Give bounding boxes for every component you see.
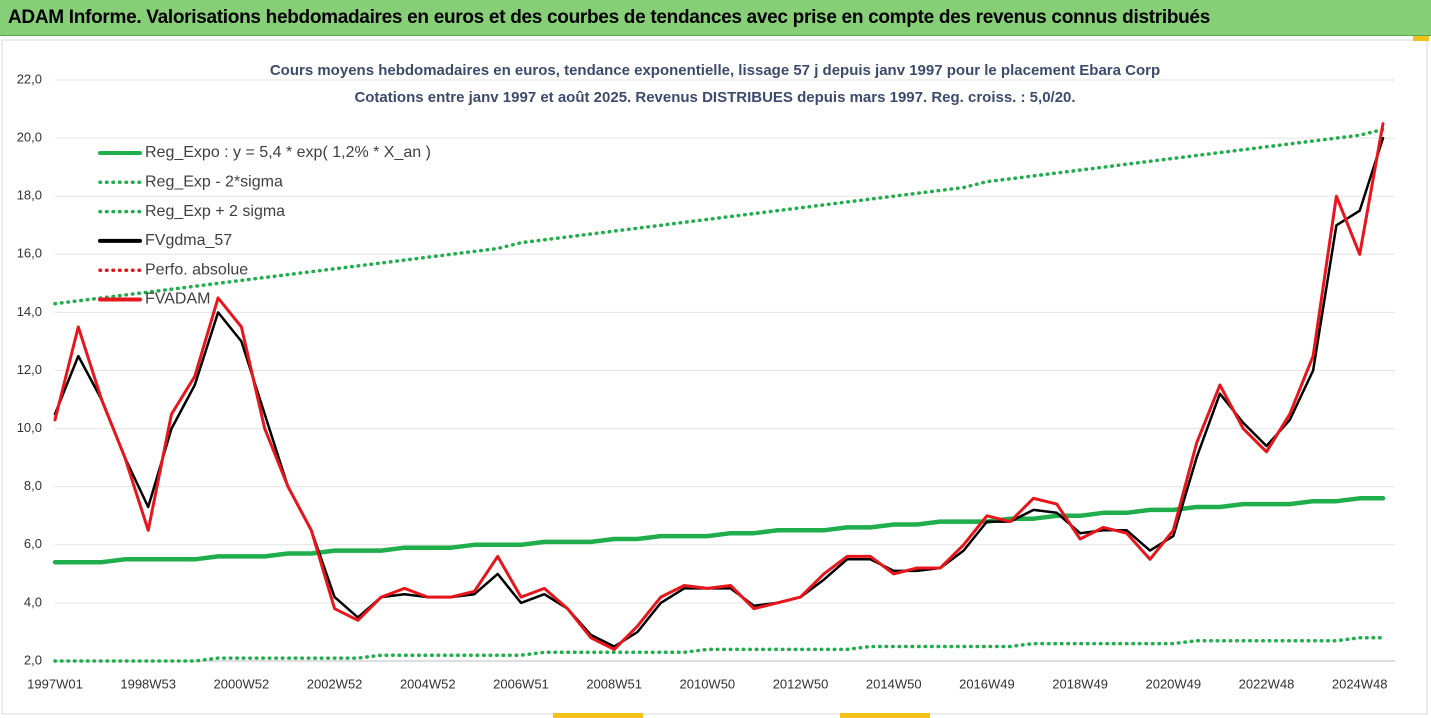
legend-label: FVgdma_57 [145, 232, 232, 249]
x-tick-label: 1998W53 [120, 676, 176, 691]
x-tick-label: 2018W49 [1052, 676, 1108, 691]
y-tick-label: 16,0 [17, 246, 42, 261]
y-tick-label: 18,0 [17, 188, 42, 203]
y-tick-label: 2,0 [24, 652, 42, 667]
x-tick-label: 2000W52 [214, 676, 270, 691]
chart-subtitle: Cotations entre janv 1997 et août 2025. … [354, 89, 1075, 106]
corner-mark [1413, 36, 1429, 41]
x-tick-label: 2004W52 [400, 676, 456, 691]
x-tick-label: 2008W51 [586, 676, 642, 691]
y-tick-label: 8,0 [24, 478, 42, 493]
x-tick-label: 2024W48 [1332, 676, 1388, 691]
legend-label: FVADAM [145, 291, 210, 308]
y-tick-label: 4,0 [24, 594, 42, 609]
x-tick-label: 2014W50 [866, 676, 922, 691]
series-line [53, 122, 1385, 651]
x-tick-label: 2010W50 [680, 676, 736, 691]
y-tick-label: 20,0 [17, 130, 42, 145]
chart-title: Cours moyens hebdomadaires en euros, ten… [270, 62, 1160, 79]
banner-text: ADAM Informe. Valorisations hebdomadaire… [8, 7, 1210, 28]
y-tick-label: 12,0 [17, 362, 42, 377]
series-line [53, 127, 1385, 306]
x-tick-label: 2006W51 [493, 676, 549, 691]
legend-label: Reg_Exp - 2*sigma [145, 174, 283, 191]
x-tick-label: 2022W48 [1239, 676, 1295, 691]
x-tick-label: 2016W49 [959, 676, 1015, 691]
y-tick-label: 10,0 [17, 420, 42, 435]
legend-label: Reg_Expo : y = 5,4 * exp( 1,2% * X_an ) [145, 144, 431, 161]
chart: 2,0 4,0 6,0 8,0 10,0 12,0 14,0 16,0 18,0 20,0 22,0… [1, 36, 1429, 718]
x-tick-label: 2002W52 [307, 676, 363, 691]
series-line [53, 636, 1385, 663]
series-line [52, 496, 1386, 565]
legend-label: Reg_Exp + 2 sigma [145, 203, 285, 220]
banner: ADAM Informe. Valorisations hebdomadaire… [0, 0, 1431, 36]
y-tick-label: 14,0 [17, 304, 42, 319]
legend-label: Perfo. absolue [145, 261, 248, 278]
x-tick-label: 2020W49 [1145, 676, 1201, 691]
y-tick-label: 22,0 [17, 71, 42, 86]
chart-frame [1, 39, 1428, 715]
x-tick-label: 1997W01 [27, 676, 83, 691]
corner-mark [553, 713, 643, 718]
y-tick-label: 6,0 [24, 536, 42, 551]
x-tick-label: 2012W50 [773, 676, 829, 691]
corner-mark [840, 713, 930, 718]
